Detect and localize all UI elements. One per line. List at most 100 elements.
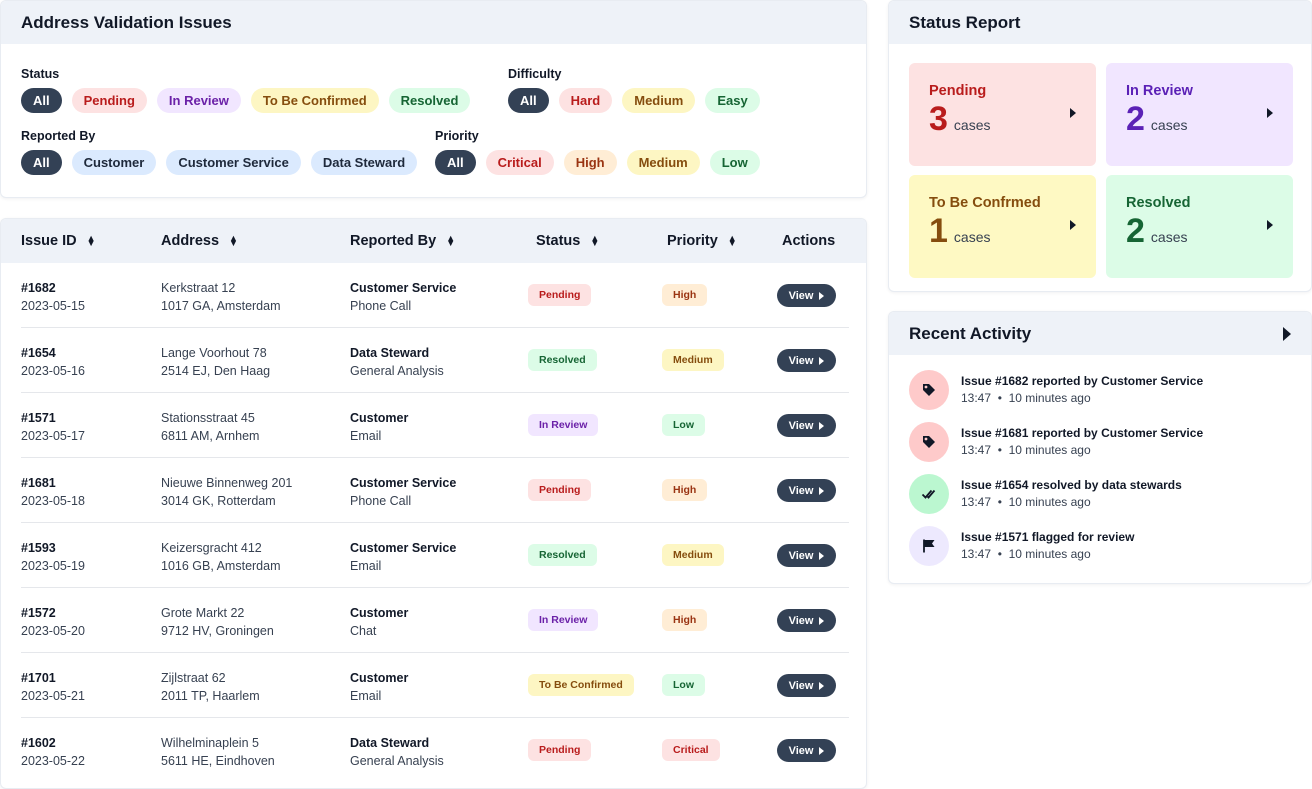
- header-actions: Actions: [782, 233, 835, 249]
- caret-right-icon: [819, 291, 825, 300]
- status-card-count-line: 2 cases: [1126, 99, 1273, 137]
- status-card-unit: cases: [1150, 229, 1188, 245]
- status-report-title: Status Report: [889, 1, 1311, 44]
- activity-title: Issue #1654 resolved by data stewards: [961, 478, 1182, 492]
- priority-badge: Low: [662, 414, 705, 436]
- activity-item[interactable]: Issue #1682 reported by Customer Service…: [909, 370, 1299, 410]
- issue-id: #1682: [21, 281, 56, 295]
- activity-title: Issue #1682 reported by Customer Service: [961, 374, 1204, 388]
- view-button[interactable]: View: [777, 414, 836, 437]
- priority-badge: High: [662, 609, 708, 631]
- status-chip-group: All Pending In Review To Be Confirmed Resolv…: [21, 88, 471, 113]
- issue-id: #1572: [21, 606, 56, 620]
- header-priority[interactable]: Priority ▲ ▼: [667, 233, 737, 249]
- report-channel: Chat: [350, 624, 377, 638]
- status-chip-pending[interactable]: Pending: [71, 88, 147, 113]
- priority-chip-low[interactable]: Low: [709, 150, 760, 175]
- view-button[interactable]: View: [777, 544, 836, 567]
- reporter-name: Customer Service: [350, 281, 457, 295]
- view-button[interactable]: View: [777, 674, 836, 697]
- reported-by-cell: Data Steward General Analysis: [350, 734, 444, 770]
- address-street: Wilhelminaplein 5: [161, 736, 259, 750]
- activity-time: 13:47: [961, 547, 992, 561]
- address-city: 6811 AM, Arnhem: [161, 429, 260, 443]
- header-issue-id[interactable]: Issue ID ▲ ▼: [21, 233, 96, 249]
- address-cell: Lange Voorhout 78 2514 EJ, Den Haag: [161, 344, 270, 380]
- view-button[interactable]: View: [777, 739, 836, 762]
- status-card-in-review[interactable]: In Review 2 cases: [1106, 63, 1293, 166]
- status-card-count: 2: [1126, 100, 1145, 138]
- header-address[interactable]: Address ▲ ▼: [161, 233, 238, 249]
- difficulty-chip-medium[interactable]: Medium: [622, 88, 696, 113]
- status-card-resolved[interactable]: Resolved 2 cases: [1106, 175, 1293, 278]
- status-chip-in-review[interactable]: In Review: [156, 88, 241, 113]
- issue-date: 2023-05-22: [21, 754, 85, 768]
- view-button[interactable]: View: [777, 479, 836, 502]
- reported-by-cell: Customer Chat: [350, 604, 408, 640]
- reported-by-chip-data-steward[interactable]: Data Steward: [310, 150, 418, 175]
- priority-chip-critical[interactable]: Critical: [485, 150, 554, 175]
- issue-id: #1654: [21, 346, 56, 360]
- difficulty-chip-hard[interactable]: Hard: [558, 88, 613, 113]
- activity-item[interactable]: Issue #1571 flagged for review 13:47 • 10…: [909, 526, 1299, 566]
- address-street: Lange Voorhout 78: [161, 346, 267, 360]
- report-channel: General Analysis: [350, 754, 444, 768]
- reported-by-cell: Customer Service Email: [350, 539, 456, 575]
- status-chip-all[interactable]: All: [21, 88, 62, 113]
- table-row: #1572 2023-05-20 Grote Markt 22 9712 HV, Gr…: [1, 588, 866, 653]
- status-card-count: 2: [1126, 212, 1145, 250]
- address-city: 1017 GA, Amsterdam: [161, 299, 281, 313]
- reported-by-chip-customer[interactable]: Customer: [71, 150, 157, 175]
- activity-title: Issue #1681 reported by Customer Service: [961, 426, 1204, 440]
- caret-right-icon: [819, 681, 825, 690]
- activity-item[interactable]: Issue #1681 reported by Customer Service…: [909, 422, 1299, 462]
- status-card-unit: cases: [1150, 117, 1188, 133]
- caret-right-icon: [1267, 108, 1273, 118]
- activity-item[interactable]: Issue #1654 resolved by data stewards 13:…: [909, 474, 1299, 514]
- address-city: 3014 GK, Rotterdam: [161, 494, 276, 508]
- caret-right-icon: [1070, 220, 1076, 230]
- caret-right-icon: [1267, 220, 1273, 230]
- status-card-count: 1: [929, 212, 948, 250]
- status-chip-to-be-confirmed[interactable]: To Be Confirmed: [250, 88, 379, 113]
- address-cell: Stationsstraat 45 6811 AM, Arnhem: [161, 409, 259, 445]
- status-card-to-be-confrmed[interactable]: To Be Confrmed 1 cases: [909, 175, 1096, 278]
- priority-filter-label: Priority: [435, 129, 479, 143]
- table-row: #1571 2023-05-17 Stationsstraat 45 6811 AM,…: [1, 393, 866, 458]
- expand-arrow-icon[interactable]: [1283, 326, 1291, 341]
- view-button[interactable]: View: [777, 349, 836, 372]
- header-reported-by[interactable]: Reported By ▲ ▼: [350, 233, 455, 249]
- status-card-pending[interactable]: Pending 3 cases: [909, 63, 1096, 166]
- table-row: #1654 2023-05-16 Lange Voorhout 78 2514 EJ,…: [1, 328, 866, 393]
- status-card-label: Resolved: [1126, 195, 1191, 211]
- priority-chip-high[interactable]: High: [563, 150, 617, 175]
- difficulty-chip-all[interactable]: All: [508, 88, 549, 113]
- priority-chip-all[interactable]: All: [435, 150, 476, 175]
- header-status[interactable]: Status ▲ ▼: [536, 233, 599, 249]
- address-city: 2011 TP, Haarlem: [161, 689, 260, 703]
- tag-icon: [909, 422, 949, 462]
- status-badge: Pending: [528, 739, 592, 761]
- status-card-label: To Be Confrmed: [929, 195, 1041, 211]
- view-button-label: View: [788, 679, 814, 692]
- reported-by-cell: Customer Email: [350, 669, 408, 705]
- issue-id-cell: #1593 2023-05-19: [21, 539, 85, 575]
- activity-meta: 13:47 • 10 minutes ago: [961, 443, 1091, 457]
- view-button-label: View: [788, 744, 814, 757]
- table-header: Issue ID ▲ ▼ Address ▲ ▼ Reported By ▲ ▼ Statu…: [1, 219, 866, 263]
- address-street: Nieuwe Binnenweg 201: [161, 476, 293, 490]
- view-button[interactable]: View: [777, 284, 836, 307]
- status-card-count: 3: [929, 100, 948, 138]
- view-button[interactable]: View: [777, 609, 836, 632]
- issue-date: 2023-05-18: [21, 494, 85, 508]
- row-divider: [21, 522, 849, 523]
- reported-by-chip-all[interactable]: All: [21, 150, 62, 175]
- status-chip-resolved[interactable]: Resolved: [388, 88, 471, 113]
- priority-chip-medium[interactable]: Medium: [626, 150, 700, 175]
- status-filter-label: Status: [21, 67, 60, 81]
- reported-by-chip-customer-service[interactable]: Customer Service: [166, 150, 301, 175]
- difficulty-chip-easy[interactable]: Easy: [705, 88, 760, 113]
- report-channel: Email: [350, 689, 382, 703]
- status-badge: In Review: [528, 609, 599, 631]
- issue-date: 2023-05-21: [21, 689, 85, 703]
